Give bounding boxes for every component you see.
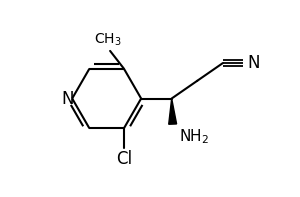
Text: N: N <box>248 54 260 72</box>
Text: NH$_2$: NH$_2$ <box>178 127 209 146</box>
Text: CH$_3$: CH$_3$ <box>94 32 122 48</box>
Text: N: N <box>61 89 74 108</box>
Text: Cl: Cl <box>116 150 132 168</box>
Polygon shape <box>169 98 177 124</box>
